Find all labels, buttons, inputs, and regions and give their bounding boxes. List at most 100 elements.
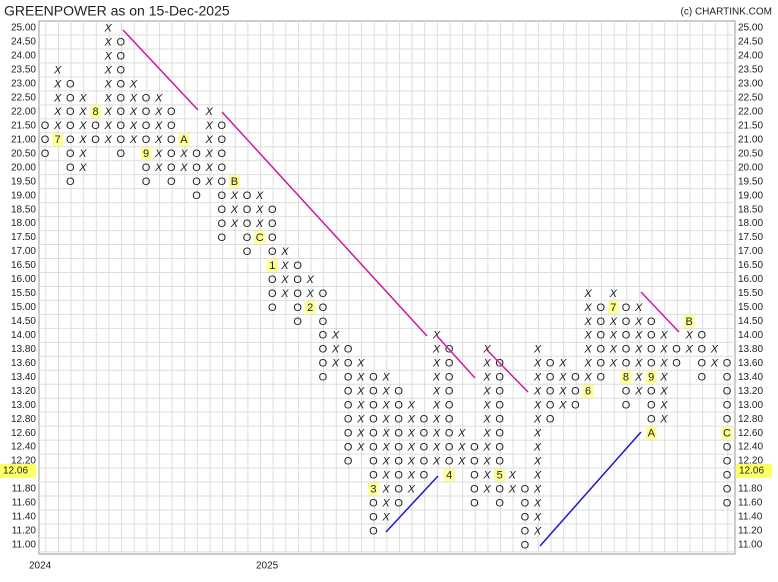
o-box: O bbox=[218, 190, 227, 202]
y-tick-label: 17.50 bbox=[11, 232, 36, 243]
o-box: O bbox=[142, 120, 151, 132]
o-box: O bbox=[268, 218, 277, 230]
o-box: O bbox=[293, 274, 302, 286]
x-box: X bbox=[558, 386, 567, 398]
o-box: O bbox=[622, 358, 631, 370]
o-box: O bbox=[546, 358, 555, 370]
x-box: X bbox=[129, 92, 138, 104]
o-box: O bbox=[571, 372, 580, 384]
x-box: X bbox=[482, 483, 491, 495]
y-tick-label: 18.50 bbox=[11, 204, 36, 215]
o-box: O bbox=[394, 386, 403, 398]
x-box: X bbox=[205, 120, 214, 132]
x-box: X bbox=[482, 455, 491, 467]
o-box: O bbox=[697, 344, 706, 356]
x-box: X bbox=[381, 372, 390, 384]
month-marker: 9 bbox=[143, 148, 149, 160]
y-tick-label: 13.20 bbox=[738, 386, 763, 397]
x-box: X bbox=[103, 36, 112, 48]
x-box: X bbox=[583, 316, 592, 328]
x-box: X bbox=[103, 22, 112, 34]
o-box: O bbox=[697, 330, 706, 342]
x-box: X bbox=[205, 162, 214, 174]
o-box: O bbox=[647, 316, 656, 328]
x-box: X bbox=[407, 400, 416, 412]
x-box: X bbox=[533, 414, 542, 426]
y-tick-label: 11.60 bbox=[738, 498, 763, 509]
o-box: O bbox=[495, 455, 504, 467]
x-box: X bbox=[103, 64, 112, 76]
o-box: O bbox=[369, 455, 378, 467]
o-box: O bbox=[116, 120, 125, 132]
o-box: O bbox=[116, 134, 125, 146]
o-box: O bbox=[622, 302, 631, 314]
x-box: X bbox=[205, 176, 214, 188]
o-box: O bbox=[445, 386, 454, 398]
x-box: X bbox=[280, 288, 289, 300]
x-box: X bbox=[407, 414, 416, 426]
o-box: O bbox=[344, 442, 353, 454]
month-marker-bg bbox=[645, 370, 657, 384]
y-tick-label: 18.50 bbox=[738, 204, 763, 215]
o-box: O bbox=[622, 386, 631, 398]
o-box: O bbox=[142, 92, 151, 104]
x-box: X bbox=[684, 330, 693, 342]
x-box: X bbox=[609, 344, 618, 356]
x-box: X bbox=[457, 428, 466, 440]
x-box: X bbox=[583, 358, 592, 370]
x-box: X bbox=[280, 260, 289, 272]
o-box: O bbox=[369, 400, 378, 412]
o-box: O bbox=[167, 106, 176, 118]
o-box: O bbox=[470, 442, 479, 454]
o-box: O bbox=[167, 148, 176, 160]
x-box: X bbox=[432, 455, 441, 467]
x-box: X bbox=[356, 400, 365, 412]
o-box: O bbox=[420, 455, 429, 467]
y-tick-label: 16.50 bbox=[11, 260, 36, 271]
o-box: O bbox=[571, 400, 580, 412]
y-tick-label: 11.20 bbox=[738, 526, 763, 537]
x-box: X bbox=[129, 134, 138, 146]
x-box: X bbox=[179, 162, 188, 174]
o-box: O bbox=[596, 330, 605, 342]
o-box: O bbox=[495, 442, 504, 454]
o-box: O bbox=[369, 386, 378, 398]
x-box: X bbox=[558, 372, 567, 384]
pnf-column: XX bbox=[508, 469, 517, 495]
support-line bbox=[539, 431, 642, 547]
o-box: O bbox=[319, 372, 328, 384]
o-box: O bbox=[596, 302, 605, 314]
x-box: X bbox=[381, 386, 390, 398]
o-box: O bbox=[723, 442, 732, 454]
x-box: X bbox=[381, 483, 390, 495]
month-marker-bg bbox=[90, 105, 102, 119]
o-box: O bbox=[369, 428, 378, 440]
trend-lines bbox=[122, 29, 680, 547]
o-box: O bbox=[116, 78, 125, 90]
x-box: X bbox=[356, 414, 365, 426]
y-tick-label: 18.00 bbox=[738, 218, 763, 229]
o-box: O bbox=[192, 190, 201, 202]
y-tick-label: 23.50 bbox=[738, 65, 763, 76]
o-box: O bbox=[647, 414, 656, 426]
x-box: X bbox=[53, 92, 62, 104]
x-box: X bbox=[306, 288, 315, 300]
x-box: X bbox=[533, 428, 542, 440]
y-tick-label: 25.00 bbox=[738, 23, 763, 34]
y-tick-label: 13.80 bbox=[11, 344, 36, 355]
x-box: X bbox=[659, 358, 668, 370]
x-box: X bbox=[179, 148, 188, 160]
o-box: O bbox=[192, 162, 201, 174]
y-tick-label: 20.00 bbox=[738, 162, 763, 173]
x-box: X bbox=[508, 469, 517, 481]
x-box: X bbox=[432, 372, 441, 384]
o-box: O bbox=[369, 525, 378, 537]
x-box: X bbox=[482, 344, 491, 356]
o-box: O bbox=[142, 106, 151, 118]
